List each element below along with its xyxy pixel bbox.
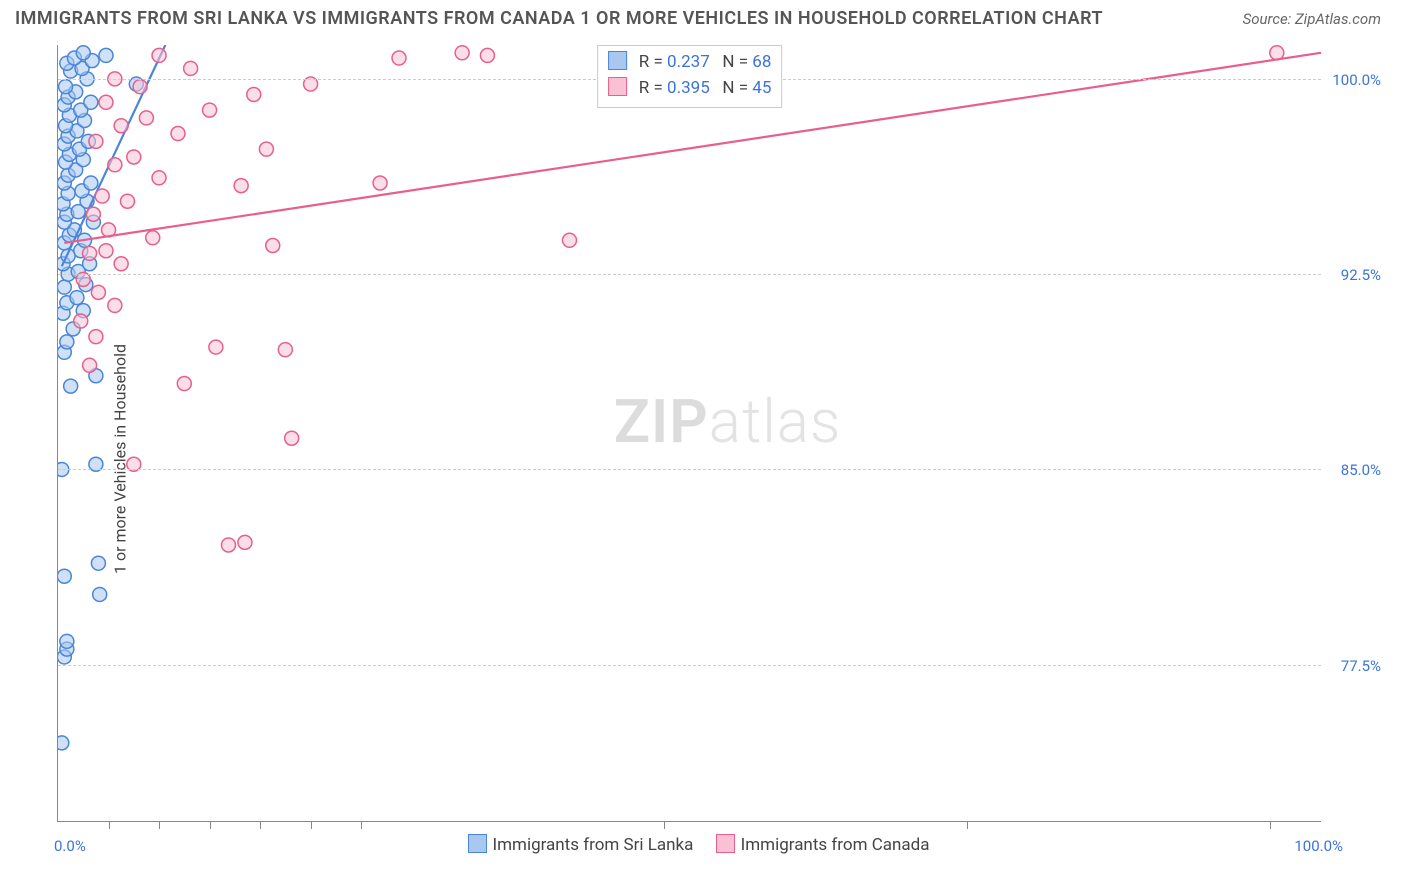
scatter-point [238,535,252,549]
scatter-point [373,176,387,190]
scatter-point [455,46,469,60]
scatter-point [209,340,223,354]
scatter-point [89,134,103,148]
n-value-canada: 45 [752,78,771,98]
scatter-point [74,314,88,328]
scatter-point [259,142,273,156]
chart-title: IMMIGRANTS FROM SRI LANKA VS IMMIGRANTS … [15,8,1103,29]
n-label: N = [714,52,752,72]
scatter-point [278,343,292,357]
scatter-point [247,87,261,101]
scatter-point [114,257,128,271]
x-tick [210,821,211,829]
scatter-point [99,95,113,109]
scatter-point [152,171,166,185]
plot-outer: 1 or more Vehicles in Household ZIPatlas… [15,40,1391,877]
scatter-point [266,239,280,253]
scatter-point [222,538,236,552]
legend-label-canada: Immigrants from Canada [741,835,930,855]
scatter-point [114,119,128,133]
scatter-point [64,379,78,393]
n-value-srilanka: 68 [752,52,771,72]
y-tick-label: 77.5% [1341,657,1381,675]
scatter-point [99,244,113,258]
scatter-point [108,298,122,312]
legend-swatch-srilanka [468,834,487,853]
header: IMMIGRANTS FROM SRI LANKA VS IMMIGRANTS … [15,8,1391,38]
chart-container: IMMIGRANTS FROM SRI LANKA VS IMMIGRANTS … [0,0,1406,892]
scatter-point [76,46,90,60]
correlation-info-box: R = 0.237 N = 68 R = 0.395 N = 45 [597,45,783,108]
x-tick [311,821,312,829]
scatter-point [95,189,109,203]
r-value-canada: 0.395 [667,78,710,98]
x-tick [1270,821,1271,829]
scatter-point [58,736,69,750]
swatch-srilanka [608,51,627,70]
scatter-point [60,634,74,648]
y-tick-label: 100.0% [1332,71,1381,89]
swatch-canada [608,77,627,96]
scatter-point [70,291,84,305]
r-value-srilanka: 0.237 [667,52,710,72]
scatter-point [91,556,105,570]
r-label: R = [639,78,667,98]
scatter-point [83,358,97,372]
scatter-point [177,377,191,391]
scatter-point [58,280,71,294]
x-tick [159,821,160,829]
y-tick-label: 85.0% [1341,461,1381,479]
scatter-point [84,176,98,190]
scatter-point [133,80,147,94]
scatter-point [59,80,73,94]
scatter-point [91,285,105,299]
scatter-svg [58,45,1321,821]
bottom-legend: Immigrants from Sri Lanka Immigrants fro… [58,834,1321,855]
scatter-point [139,111,153,125]
scatter-point [83,246,97,260]
scatter-point [285,431,299,445]
scatter-point [99,48,113,62]
x-tick [260,821,261,829]
r-label: R = [639,52,667,72]
y-tick-label: 92.5% [1341,266,1381,284]
scatter-point [392,51,406,65]
scatter-point [93,587,107,601]
scatter-point [120,194,134,208]
scatter-point [152,48,166,62]
x-tick [109,821,110,829]
scatter-point [563,233,577,247]
scatter-point [480,48,494,62]
legend-swatch-canada [716,834,735,853]
scatter-point [89,330,103,344]
gridline: 85.0% [58,469,1321,470]
scatter-point [171,127,185,141]
scatter-point [127,150,141,164]
source-label: Source: ZipAtlas.com [1243,10,1381,28]
scatter-point [60,335,74,349]
scatter-point [108,158,122,172]
plot-area: ZIPatlas R = 0.237 N = 68 R = 0.395 N = … [57,45,1321,822]
scatter-point [184,61,198,75]
info-row-canada: R = 0.395 N = 45 [608,76,772,102]
x-tick [967,821,968,829]
x-tick [361,821,362,829]
scatter-point [146,231,160,245]
scatter-point [84,95,98,109]
scatter-point [203,103,217,117]
info-row-srilanka: R = 0.237 N = 68 [608,50,772,76]
scatter-point [234,179,248,193]
gridline: 92.5% [58,274,1321,275]
n-label: N = [714,78,752,98]
gridline: 77.5% [58,665,1321,666]
scatter-point [58,569,71,583]
legend-label-srilanka: Immigrants from Sri Lanka [493,835,694,855]
x-tick [664,821,665,829]
scatter-point [86,207,100,221]
